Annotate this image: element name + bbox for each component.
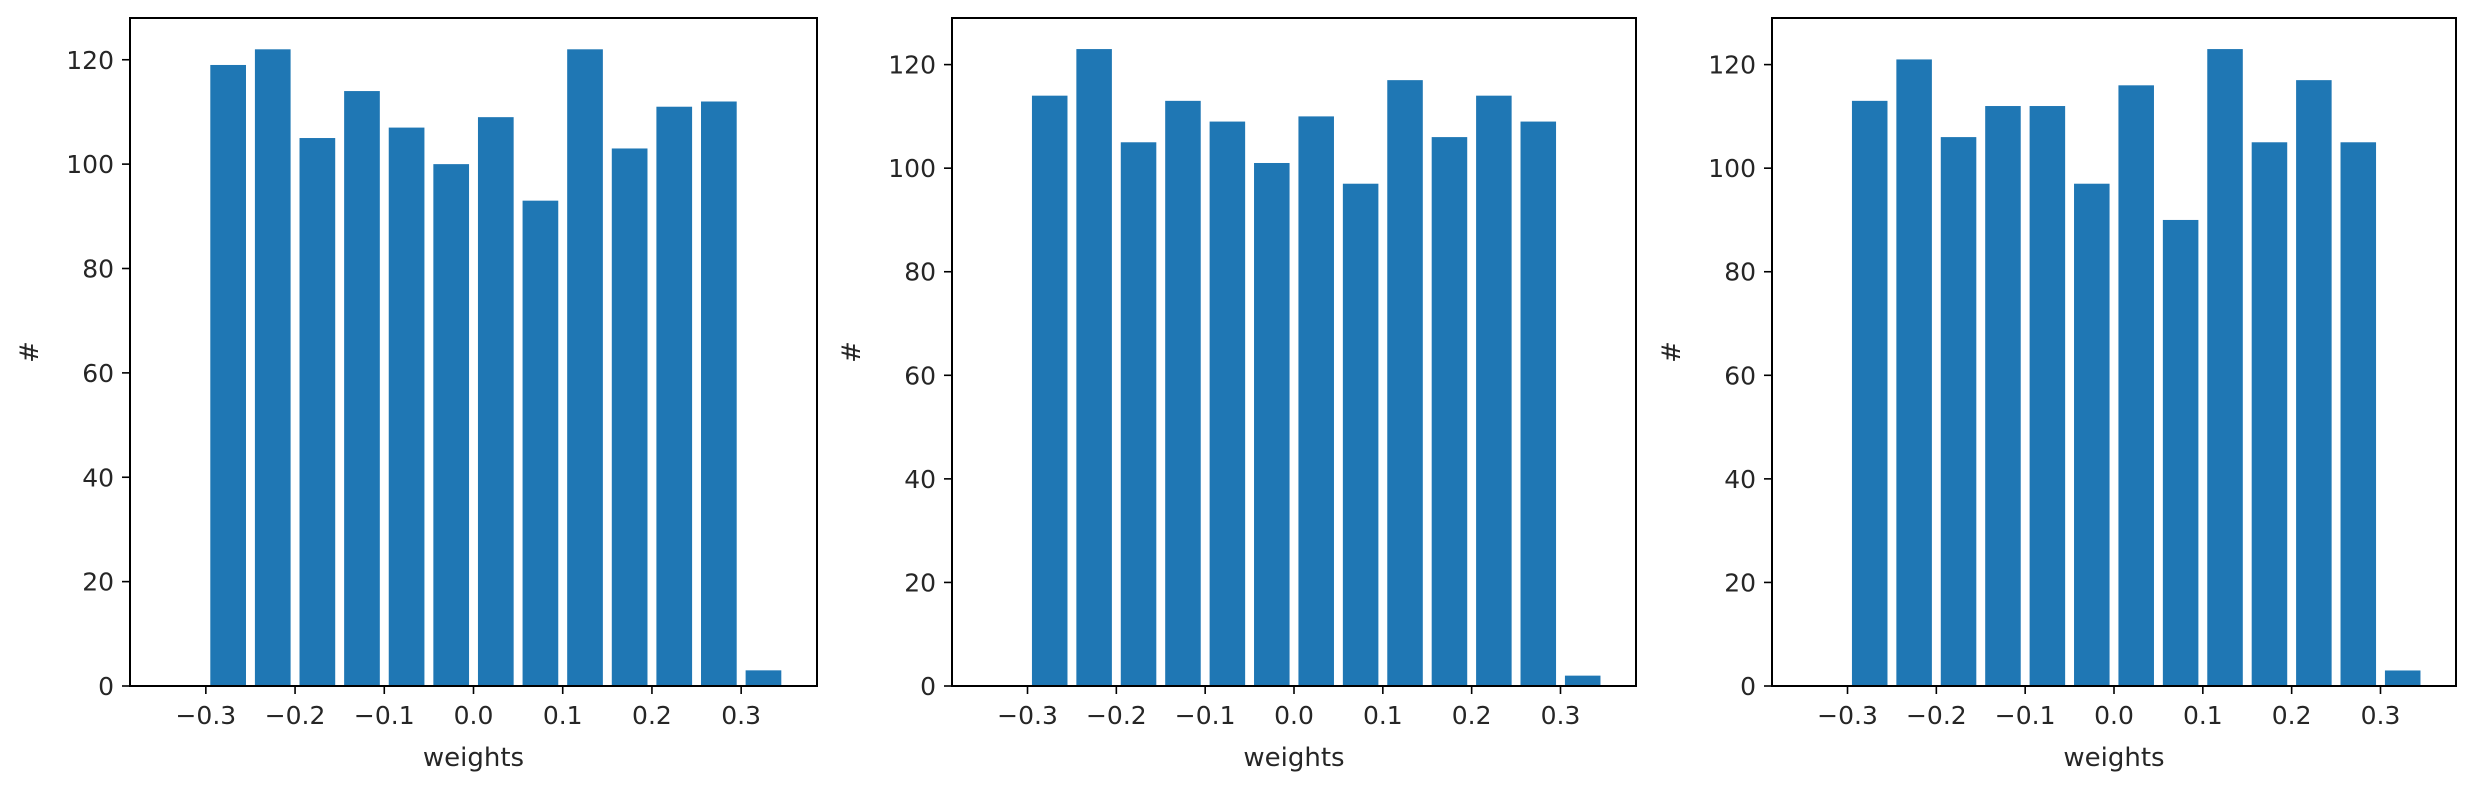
y-axis-label: # <box>15 341 45 363</box>
y-tick-label: 100 <box>66 150 114 179</box>
histogram-bar <box>1254 162 1290 687</box>
histogram-bar <box>2029 106 2066 686</box>
histogram-bar <box>2296 80 2332 686</box>
x-tick-label: −0.3 <box>175 701 236 730</box>
histogram-bar <box>2162 219 2199 686</box>
histogram-panel-1: −0.3 −0.2 −0.1 0.0 0.1 0.2 0.3 0 20 40 60 80 100 120 w… <box>15 17 818 773</box>
x-axis-label: weights <box>423 743 524 773</box>
y-tick-label: 20 <box>82 568 114 597</box>
histogram-bar <box>1209 121 1246 686</box>
histogram-bar <box>1342 183 1379 686</box>
y-tick-label: 0 <box>920 672 936 701</box>
y-tick-label: 100 <box>888 154 936 183</box>
x-tick-label: −0.2 <box>1906 701 1967 730</box>
histogram-panel-3: −0.3 −0.2 −0.1 0.0 0.1 0.2 0.3 0 20 40 60 80 100 120 w… <box>1657 17 2457 773</box>
histogram-bar <box>611 148 648 687</box>
x-tick-label: −0.2 <box>1086 701 1147 730</box>
histogram-bar <box>1520 121 1557 686</box>
y-tick-label: 0 <box>98 672 114 701</box>
histogram-bar <box>1298 116 1334 686</box>
x-tick-label: −0.1 <box>354 701 415 730</box>
y-tick-label: 0 <box>1740 672 1756 701</box>
y-tick-label: 120 <box>1708 51 1756 80</box>
histogram-bar <box>522 200 559 686</box>
y-tick-label: 40 <box>904 465 936 494</box>
x-tick-label: 0.2 <box>1452 701 1492 730</box>
histogram-bar <box>1431 137 1468 687</box>
x-tick-label: −0.1 <box>1995 701 2056 730</box>
x-tick-label: 0.2 <box>2272 701 2312 730</box>
x-tick-label: 0.1 <box>2183 701 2223 730</box>
histogram-bar <box>1165 100 1201 687</box>
y-tick-label: 20 <box>1724 568 1756 597</box>
x-tick-label: 0.2 <box>632 701 672 730</box>
x-tick-label: 0.3 <box>2361 701 2401 730</box>
histogram-bar <box>2340 142 2377 686</box>
y-tick-label: 60 <box>904 361 936 390</box>
x-tick-label: −0.2 <box>265 701 326 730</box>
histogram-bar <box>2384 670 2421 686</box>
x-tick-label: 0.1 <box>1363 701 1403 730</box>
x-tick-label: −0.3 <box>997 701 1058 730</box>
histogram-bar <box>433 164 470 687</box>
histogram-bar <box>477 117 514 686</box>
x-tick-label: 0.0 <box>1274 701 1314 730</box>
y-tick-label: 60 <box>82 359 114 388</box>
histogram-bar <box>1985 106 2021 686</box>
y-tick-label: 80 <box>1724 258 1756 287</box>
x-tick-label: 0.3 <box>721 701 761 730</box>
y-tick-label: 100 <box>1708 154 1756 183</box>
y-tick-label: 60 <box>1724 361 1756 390</box>
histogram-bar <box>2074 183 2110 686</box>
x-axis-label: weights <box>1243 743 1344 773</box>
y-tick-label: 120 <box>66 46 114 75</box>
histogram-bar <box>1896 59 1932 687</box>
x-tick-label: 0.3 <box>1541 701 1581 730</box>
histogram-bar <box>1031 95 1068 687</box>
histogram-bar <box>254 49 291 687</box>
histogram-bar <box>210 64 246 687</box>
histogram-bar <box>1076 49 1112 686</box>
histogram-bar <box>1476 95 1512 687</box>
histogram-bar <box>2251 142 2288 686</box>
histogram-bar <box>656 106 693 687</box>
histogram-bar <box>701 101 737 686</box>
histogram-bar <box>1387 80 1423 686</box>
histogram-bar <box>299 138 336 686</box>
histogram-bar <box>2207 49 2243 686</box>
x-tick-label: −0.3 <box>1817 701 1878 730</box>
y-tick-label: 120 <box>888 51 936 80</box>
histogram-panel-2: −0.3 −0.2 −0.1 0.0 0.1 0.2 0.3 0 20 40 60 80 100 120 w… <box>837 17 1637 773</box>
histogram-bar <box>2118 85 2154 686</box>
histogram-bar <box>388 127 425 687</box>
y-tick-label: 40 <box>82 463 114 492</box>
histogram-bar <box>1851 100 1888 687</box>
y-axis-label: # <box>837 341 867 363</box>
x-tick-label: −0.1 <box>1175 701 1236 730</box>
x-axis-label: weights <box>2063 743 2164 773</box>
y-tick-label: 20 <box>904 568 936 597</box>
y-tick-label: 80 <box>904 258 936 287</box>
histogram-bar <box>1120 142 1157 686</box>
y-axis-label: # <box>1657 341 1687 363</box>
y-tick-label: 40 <box>1724 465 1756 494</box>
histogram-bar <box>567 49 603 687</box>
x-tick-label: 0.0 <box>2094 701 2134 730</box>
x-tick-label: 0.0 <box>454 701 494 730</box>
histogram-bar <box>344 91 380 686</box>
y-tick-label: 80 <box>82 255 114 284</box>
histogram-bar <box>1564 675 1601 686</box>
x-tick-label: 0.1 <box>543 701 583 730</box>
histogram-bar <box>745 670 782 686</box>
histogram-bar <box>1940 137 1977 687</box>
